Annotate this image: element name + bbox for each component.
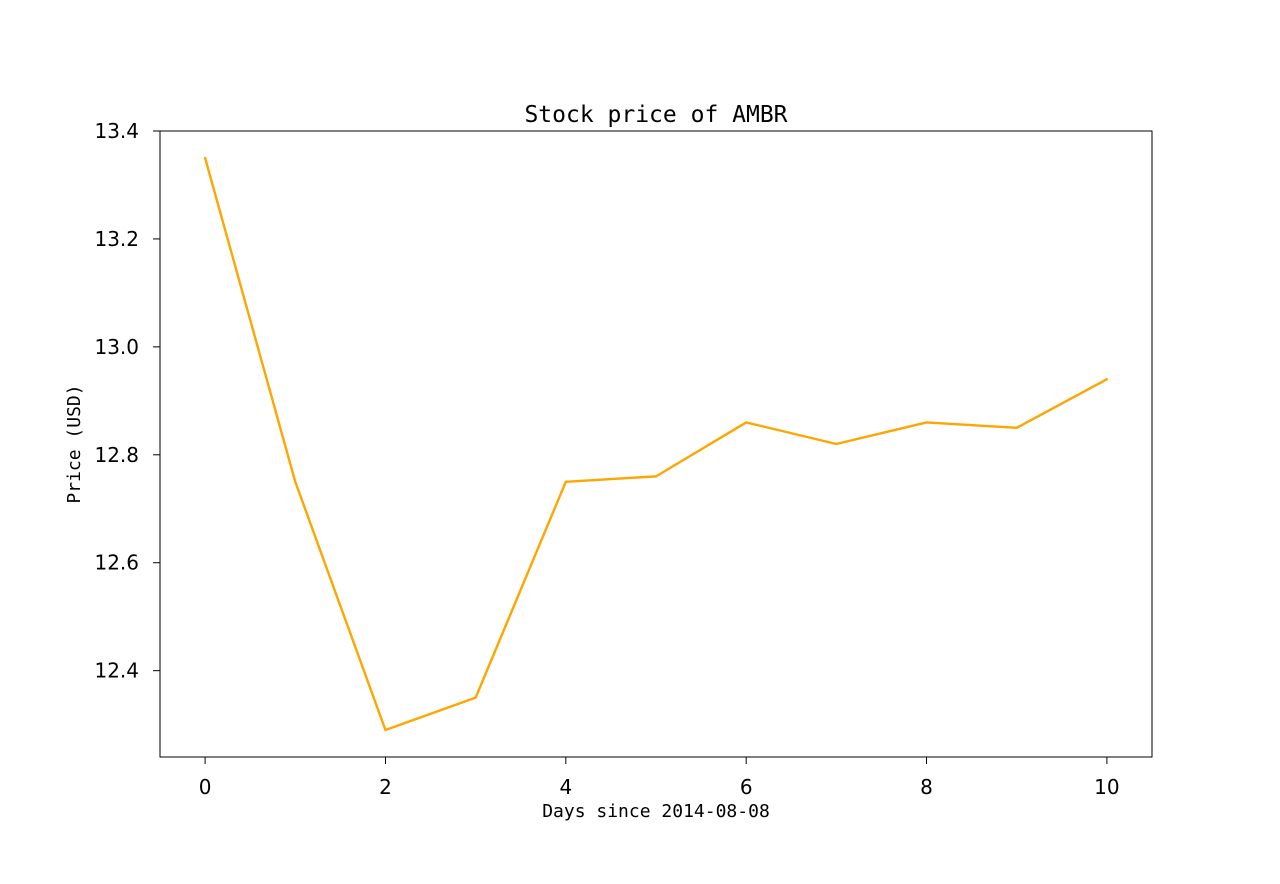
y-axis-label: Price (USD) — [64, 384, 85, 503]
y-tick-label: 13.2 — [94, 227, 139, 251]
chart-title: Stock price of AMBR — [524, 102, 787, 128]
x-tick-label: 4 — [559, 775, 572, 799]
y-axis-ticks: 12.4 12.6 12.8 13.0 13.2 13.4 — [94, 119, 160, 683]
x-axis-label: Days since 2014-08-08 — [542, 801, 770, 822]
x-tick-label: 6 — [740, 775, 753, 799]
series-layer — [205, 158, 1107, 730]
y-tick-label: 12.4 — [94, 659, 139, 683]
x-tick-label: 0 — [199, 775, 212, 799]
x-axis-ticks: 0 2 4 6 8 10 — [199, 757, 1120, 799]
plot-area — [160, 131, 1152, 757]
x-tick-label: 8 — [920, 775, 933, 799]
x-tick-label: 10 — [1094, 775, 1119, 799]
price-line-series — [205, 158, 1107, 730]
y-tick-label: 13.4 — [94, 119, 139, 143]
y-tick-label: 12.6 — [94, 551, 139, 575]
y-tick-label: 13.0 — [94, 335, 139, 359]
y-tick-label: 12.8 — [94, 443, 139, 467]
x-tick-label: 2 — [379, 775, 392, 799]
